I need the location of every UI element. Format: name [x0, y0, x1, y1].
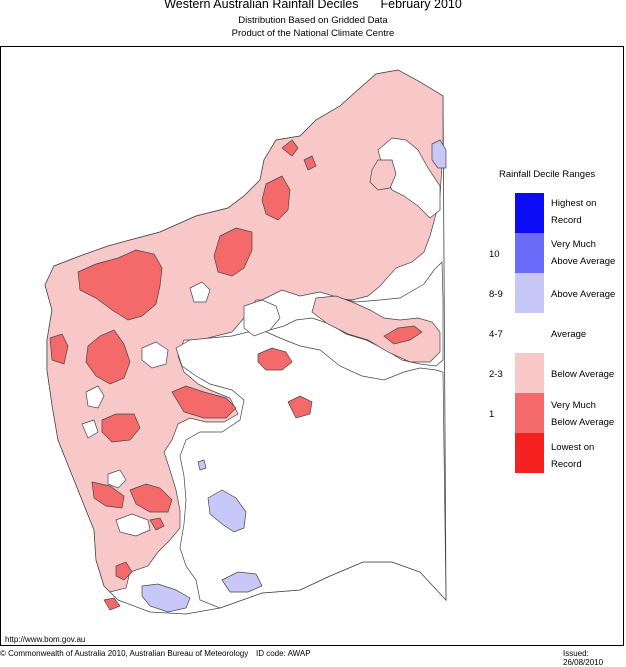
region-above-average-south-2: [221, 571, 263, 593]
region-average-west-hole-3: [85, 385, 105, 409]
legend-label-average: Average: [551, 329, 587, 340]
region-average-west-hole-2: [189, 281, 211, 303]
map-title-text: Western Australian Rainfall Deciles: [164, 0, 359, 11]
region-very-much-below-west-2: [49, 333, 69, 365]
region-average-east-tongue: [311, 295, 441, 363]
region-very-much-below-kimberley-3: [303, 155, 317, 171]
legend-swatch-very-much-below: [515, 393, 544, 433]
region-very-much-below-centre-2: [257, 347, 293, 371]
map-period: February 2010: [380, 0, 462, 11]
region-very-much-below-gascoyne: [77, 249, 163, 321]
region-average-pilbara-gap: [243, 299, 281, 337]
region-very-much-below-west-1: [85, 329, 131, 385]
region-average-west-hole-1: [141, 341, 169, 369]
region-above-average-ne: [431, 139, 447, 169]
legend-code-1: 1: [489, 409, 495, 420]
legend-swatch-average: [515, 313, 544, 353]
legend-swatch-above: [515, 273, 544, 313]
region-average-sw-hole-3: [81, 419, 99, 439]
legend-title: Rainfall Decile Ranges: [499, 169, 596, 180]
legend-swatch-highest: [515, 193, 544, 233]
map-subtitle-2: Product of the National Climate Centre: [231, 28, 395, 39]
map-title: Western Australian Rainfall Deciles Febru…: [0, 0, 626, 11]
footer-copyright: © Commonwealth of Australia 2010, Austra…: [0, 649, 249, 658]
legend-label-very-much-below: Very Much Below Average: [551, 400, 615, 428]
region-very-much-below-pilbara: [213, 227, 253, 277]
rainfall-decile-map: [44, 69, 447, 615]
legend-code-10: 10: [489, 249, 500, 260]
region-above-average-south-1: [141, 583, 191, 613]
region-very-much-below-centre-1: [171, 385, 237, 419]
legend-label-very-much-above: Very Much Above Average: [551, 239, 616, 267]
map-frame: [0, 46, 624, 646]
region-average-centre: [175, 329, 447, 609]
region-average-ne-gap: [377, 137, 441, 219]
region-above-average-centre: [207, 489, 247, 533]
region-very-much-below-sw-3: [149, 517, 165, 531]
region-very-much-below-sw-4: [115, 561, 133, 581]
map-subtitle-1: Distribution Based on Gridded Data: [238, 15, 388, 26]
footer-id-code: ID code: AWAP: [256, 649, 311, 658]
region-very-much-below-sw-5: [103, 597, 121, 611]
region-very-much-below-sw-1: [91, 481, 125, 509]
legend-label-highest: Highest on Record: [551, 198, 597, 226]
region-below-ne-blob: [369, 159, 397, 191]
legend-swatch-very-much-above: [515, 233, 544, 273]
legend-code-8-9: 8-9: [489, 289, 503, 300]
region-above-average-small: [197, 459, 207, 471]
legend-code-4-7: 4-7: [489, 329, 503, 340]
footer-issued: Issued: 26/08/2010: [563, 649, 604, 667]
region-very-much-below-east: [383, 325, 423, 345]
region-very-much-below-centre-3: [287, 395, 313, 419]
legend-swatch-lowest: [515, 433, 544, 473]
legend-label-above: Above Average: [551, 289, 616, 300]
legend-label-below: Below Average: [551, 369, 615, 380]
region-very-much-below-sw-2: [129, 483, 173, 513]
legend-swatch-below: [515, 353, 544, 393]
footer-url: http://www.bom.gov.au: [5, 635, 86, 644]
region-very-much-below-kimberley-2: [281, 139, 299, 157]
region-average-sw-hole-2: [107, 469, 127, 489]
legend-label-lowest: Lowest on Record: [551, 442, 595, 470]
region-average-sw-hole-1: [115, 513, 151, 537]
legend-code-2-3: 2-3: [489, 369, 503, 380]
region-very-much-below-west-3: [101, 413, 141, 443]
region-very-much-below-kimberley-1: [261, 175, 291, 221]
